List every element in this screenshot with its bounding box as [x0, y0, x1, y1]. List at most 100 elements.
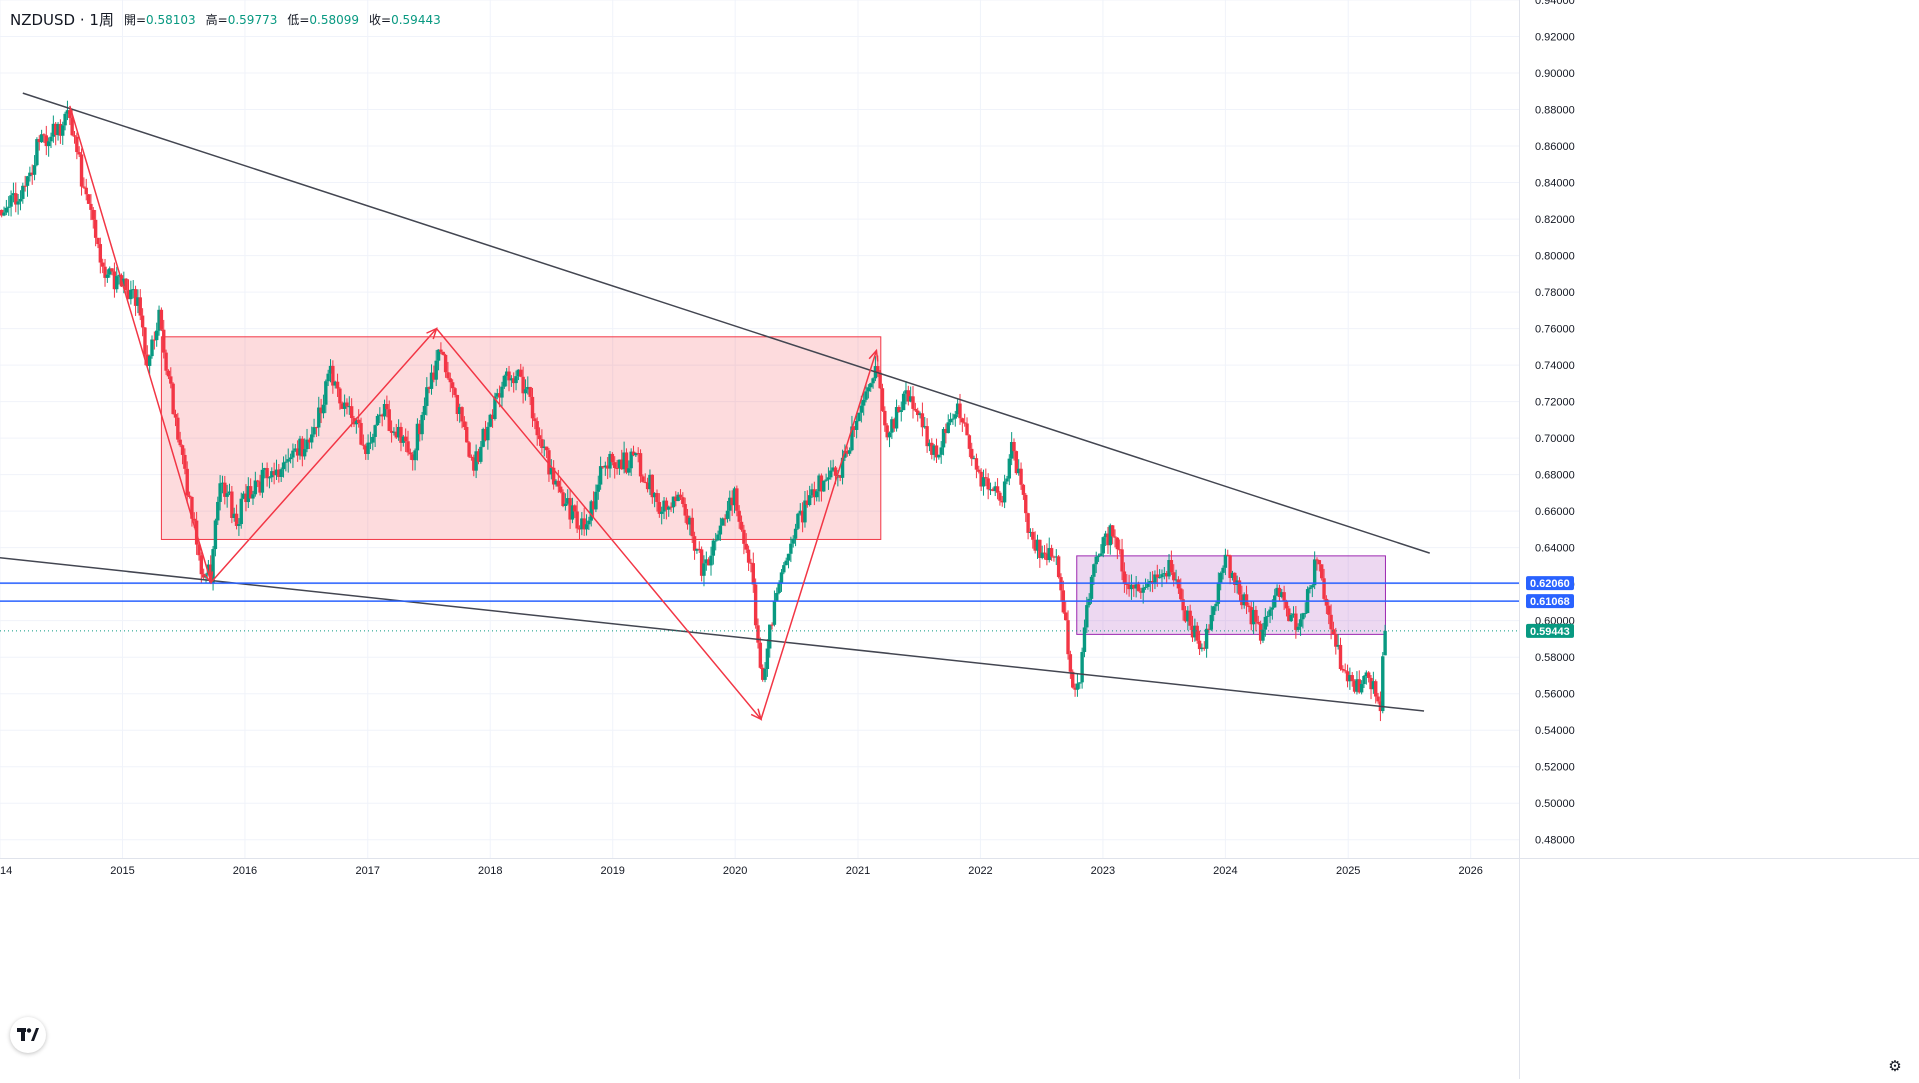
candle-up — [596, 484, 600, 492]
candle-up — [495, 393, 499, 397]
candle-up — [298, 438, 302, 456]
candle-up — [11, 193, 16, 196]
candle-down — [187, 495, 192, 497]
candle-up — [347, 406, 351, 408]
candle-up — [131, 289, 135, 291]
candle-down — [68, 110, 72, 118]
candlestick-series — [0, 100, 1387, 722]
candle-up — [516, 369, 521, 377]
candle-down — [497, 393, 502, 398]
candle-down — [1110, 525, 1115, 537]
candle-up — [869, 383, 873, 388]
candle-down — [469, 456, 474, 458]
candle-up — [939, 447, 943, 455]
tradingview-logo-icon[interactable] — [10, 1017, 46, 1053]
candle-down — [335, 381, 340, 389]
candle-down — [255, 480, 260, 482]
candle-down — [1315, 559, 1319, 561]
candle-up — [861, 399, 866, 406]
symbol-interval[interactable]: NZDUSD · 1周 — [10, 11, 114, 29]
candle-down — [739, 521, 744, 530]
candle-down — [201, 574, 206, 578]
candle-down — [453, 388, 457, 395]
candle-up — [1146, 583, 1150, 587]
candle-down — [406, 441, 410, 453]
level-price-badge-bg — [1526, 576, 1574, 591]
candle-down — [1115, 537, 1120, 550]
candle-down — [723, 518, 727, 520]
candle-down — [1249, 607, 1253, 625]
candle-down — [852, 426, 856, 430]
candle-down — [1343, 670, 1347, 672]
candle-down — [760, 667, 765, 680]
candle-down — [361, 444, 366, 446]
candle-down — [319, 407, 323, 414]
candle-down — [930, 442, 934, 455]
candle-up — [246, 486, 251, 503]
range-rectangles[interactable] — [160, 336, 1386, 635]
candle-down — [876, 366, 880, 373]
candle-down — [1352, 681, 1357, 692]
high-label: 高= — [205, 13, 228, 27]
candle-up — [310, 434, 314, 443]
candle-up — [65, 110, 70, 114]
candle-up — [951, 418, 955, 420]
candle-up — [772, 600, 777, 625]
candle-up — [328, 365, 333, 374]
candle-up — [993, 486, 997, 492]
gear-icon[interactable]: ⚙ — [1888, 1057, 1902, 1075]
price-tick-label: 0.68000 — [1535, 470, 1575, 482]
candle-down — [1056, 556, 1061, 578]
candle-up — [9, 195, 13, 207]
candle-down — [883, 410, 887, 426]
candle-up — [932, 445, 936, 455]
candle-up — [420, 414, 424, 435]
candle-up — [291, 450, 295, 458]
candle-up — [1230, 572, 1235, 578]
candle-down — [1052, 556, 1056, 558]
price-tick-label: 0.80000 — [1535, 251, 1575, 263]
candle-down — [1284, 601, 1289, 609]
candle-up — [1383, 630, 1387, 656]
candle-up — [789, 543, 793, 554]
candle-up — [509, 378, 514, 381]
time-tick-label: 2016 — [233, 865, 257, 877]
candle-down — [364, 445, 368, 455]
candle-down — [1233, 572, 1237, 585]
candle-up — [422, 405, 427, 415]
candle-down — [44, 135, 49, 147]
candle-up — [584, 524, 589, 530]
candle-up — [56, 123, 60, 136]
candle-up — [523, 389, 528, 394]
candle-up — [401, 436, 406, 443]
candle-down — [636, 453, 640, 455]
candle-down — [1228, 555, 1232, 578]
candle-up — [953, 414, 957, 419]
candle-down — [439, 349, 443, 352]
candle-up — [434, 360, 438, 380]
candle-up — [1312, 559, 1317, 586]
candle-up — [937, 454, 941, 458]
candle-down — [1320, 564, 1324, 579]
candle-up — [627, 468, 631, 473]
candle-up — [488, 414, 492, 427]
candle-up — [382, 404, 387, 417]
candle-down — [742, 529, 746, 544]
candle-down — [800, 510, 805, 523]
drawing-lines[interactable] — [0, 92, 1519, 721]
candle-up — [425, 387, 429, 406]
candle-up — [500, 386, 504, 398]
time-tick-label: 2020 — [723, 865, 747, 877]
candle-down — [1068, 654, 1073, 672]
candle-down — [1045, 553, 1049, 561]
candle-up — [1162, 573, 1167, 575]
candle-down — [1038, 539, 1042, 558]
candle-up — [232, 513, 236, 518]
candle-up — [972, 458, 976, 460]
candle-down — [650, 474, 654, 498]
candle-up — [396, 426, 401, 438]
candle-down — [112, 271, 117, 290]
